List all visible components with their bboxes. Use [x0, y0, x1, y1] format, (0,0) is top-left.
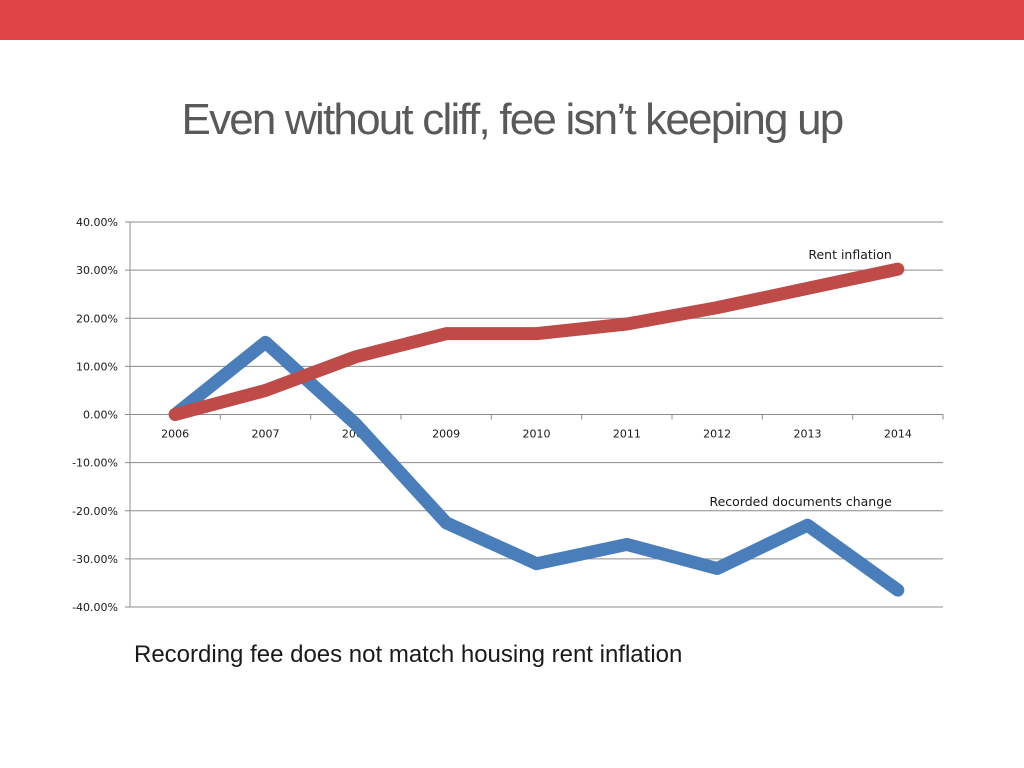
slide-title: Even without cliff, fee isn’t keeping up [181, 95, 845, 144]
slide-caption: Recording fee does not match housing ren… [134, 641, 683, 668]
label-layer: Rent inflation Recorded documents change [709, 247, 892, 509]
y-tick-label: 0.00% [83, 409, 118, 422]
x-tick-label: 2007 [252, 428, 280, 441]
x-tick-label: 2010 [523, 428, 551, 441]
y-tick-label: 40.00% [76, 216, 118, 229]
x-tick-label: 2006 [161, 428, 189, 441]
x-tick-label: 2014 [884, 428, 912, 441]
series-annotation: Rent inflation [808, 247, 891, 262]
x-tick-label: 2013 [794, 428, 822, 441]
top-accent-bar [0, 0, 1024, 40]
y-tick-label: -40.00% [72, 601, 118, 614]
y-tick-label: -30.00% [72, 553, 118, 566]
series-annotation: Recorded documents change [709, 494, 892, 509]
y-tick-label: 20.00% [76, 312, 118, 325]
x-tick-label: 2009 [432, 428, 460, 441]
axis-layer: 40.00% 30.00% 20.00% 10.00% 0.00% -10.00% -20.… [72, 216, 944, 614]
x-tick-label: 2011 [613, 428, 641, 441]
y-tick-label: 10.00% [76, 360, 118, 373]
series-line [168, 335, 905, 597]
y-tick-label: -10.00% [72, 457, 118, 470]
series-line [168, 262, 905, 421]
series-layer [168, 262, 905, 597]
y-tick-label: 30.00% [76, 264, 118, 277]
x-tick-label: 2012 [703, 428, 731, 441]
y-tick-label: -20.00% [72, 505, 118, 518]
